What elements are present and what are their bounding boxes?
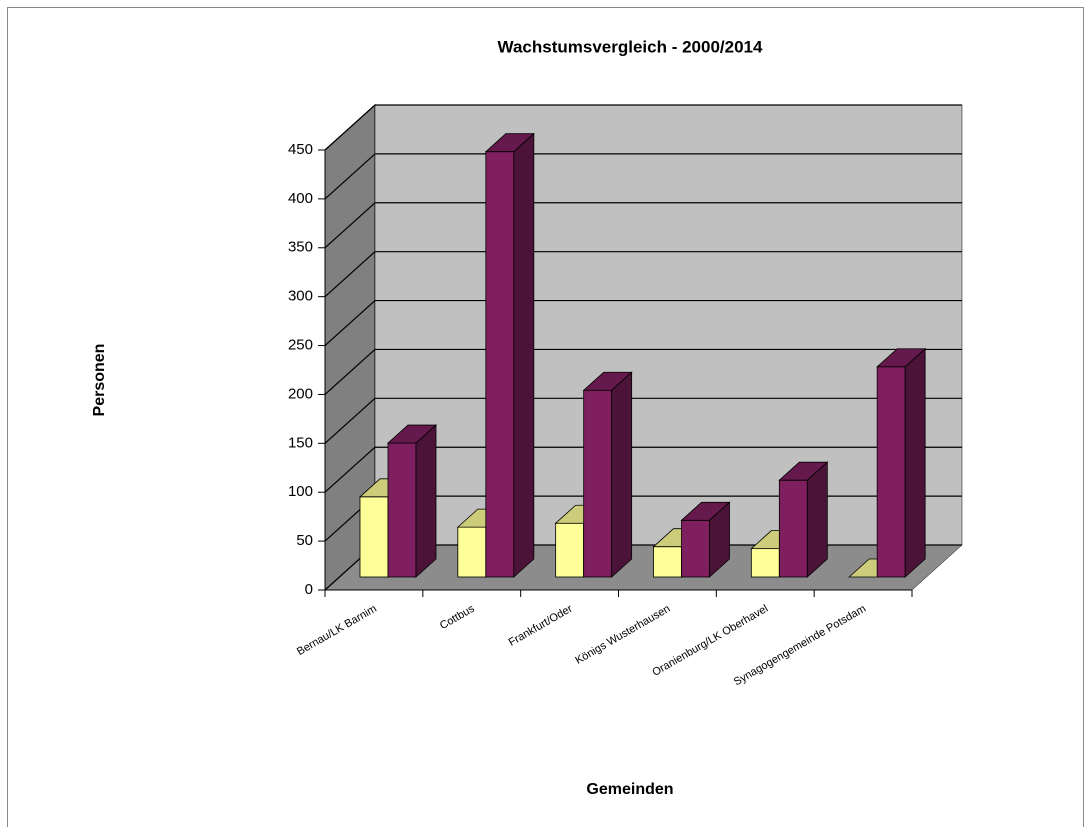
- bar-front: [555, 522, 585, 578]
- y-tick-label: 50: [296, 532, 313, 549]
- y-tick-label: 450: [288, 141, 313, 158]
- chart-title: Wachstumsvergleich - 2000/2014: [498, 37, 763, 56]
- y-tick-label: 100: [288, 483, 313, 500]
- bar-front: [457, 526, 487, 578]
- grid-line: [324, 202, 376, 249]
- bar-side: [709, 501, 730, 578]
- y-tick-label: 0: [305, 581, 313, 598]
- grid-line: [324, 348, 376, 395]
- bar-side: [806, 461, 828, 578]
- bar-front: [876, 366, 906, 578]
- y-tick-label: 300: [288, 288, 313, 305]
- bar-front: [750, 548, 780, 578]
- back-wall: [374, 104, 963, 546]
- grid-line: [324, 104, 376, 151]
- x-axis-title: Gemeinden: [586, 781, 673, 798]
- grid-line: [324, 300, 376, 347]
- bar-front: [485, 151, 515, 578]
- grid-line: [324, 397, 376, 444]
- bar-front: [359, 496, 389, 578]
- bar-side: [415, 424, 437, 578]
- bar-front: [387, 442, 417, 578]
- bar-front: [653, 546, 682, 578]
- bar-side: [611, 371, 633, 578]
- bar-front: [778, 479, 808, 578]
- grid-line: [324, 446, 376, 493]
- bar-front: [583, 389, 613, 578]
- bar-side: [904, 347, 926, 578]
- y-tick-label: 200: [288, 385, 313, 402]
- y-axis-title: Personen: [91, 344, 108, 417]
- grid-line: [324, 153, 376, 200]
- y-tick-label: 400: [288, 190, 313, 207]
- bar-front: [681, 519, 710, 578]
- y-tick-label: 250: [288, 337, 313, 354]
- grid-line: [324, 251, 376, 298]
- y-tick-label: 150: [288, 434, 313, 451]
- y-tick-label: 350: [288, 239, 313, 256]
- bar-side: [513, 132, 535, 578]
